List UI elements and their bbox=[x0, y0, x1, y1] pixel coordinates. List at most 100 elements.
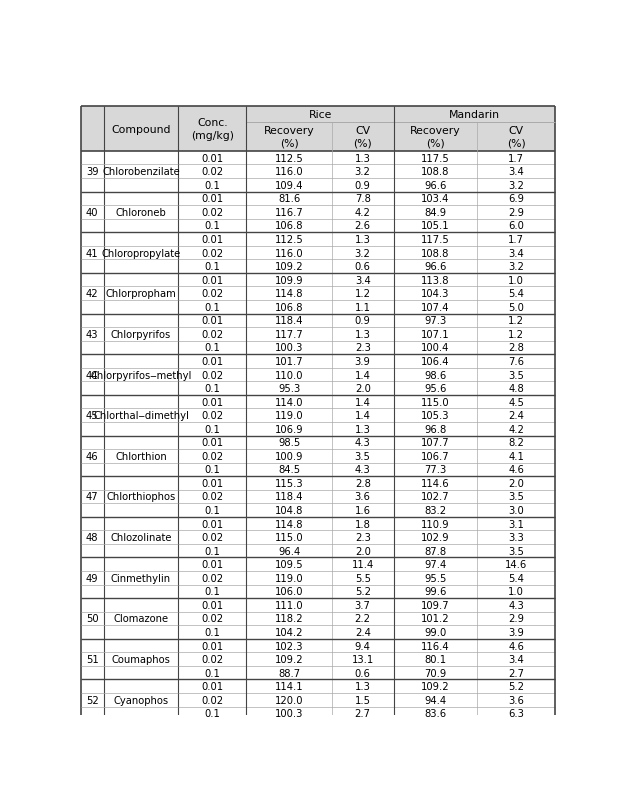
Text: 70.9: 70.9 bbox=[425, 668, 446, 678]
Text: 2.0: 2.0 bbox=[508, 479, 524, 488]
Text: 102.3: 102.3 bbox=[275, 641, 303, 650]
Text: 45: 45 bbox=[86, 410, 99, 421]
Text: 2.6: 2.6 bbox=[355, 221, 371, 231]
Text: 39: 39 bbox=[86, 167, 99, 177]
Text: 0.02: 0.02 bbox=[202, 654, 223, 664]
Text: Chloroneb: Chloroneb bbox=[116, 208, 166, 218]
Text: 0.6: 0.6 bbox=[355, 262, 371, 271]
Text: 118.2: 118.2 bbox=[275, 613, 303, 624]
Text: 94.4: 94.4 bbox=[425, 695, 446, 705]
Text: 96.4: 96.4 bbox=[278, 546, 300, 556]
Text: 98.6: 98.6 bbox=[425, 370, 446, 380]
Text: 112.5: 112.5 bbox=[275, 234, 303, 245]
Text: 115.3: 115.3 bbox=[275, 479, 303, 488]
Text: 0.02: 0.02 bbox=[202, 248, 223, 259]
Text: 114.6: 114.6 bbox=[421, 479, 450, 488]
Text: 4.3: 4.3 bbox=[355, 465, 371, 475]
Bar bbox=[81, 395, 555, 436]
Text: 0.9: 0.9 bbox=[355, 181, 371, 190]
Text: 109.7: 109.7 bbox=[421, 600, 450, 610]
Bar bbox=[81, 314, 555, 355]
Text: 96.6: 96.6 bbox=[424, 262, 447, 271]
Text: 0.02: 0.02 bbox=[202, 573, 223, 583]
Text: Recovery
(%): Recovery (%) bbox=[264, 126, 314, 149]
Text: 109.2: 109.2 bbox=[421, 682, 450, 691]
Text: 83.6: 83.6 bbox=[425, 708, 446, 719]
Text: 42: 42 bbox=[86, 289, 99, 299]
Text: 4.5: 4.5 bbox=[508, 397, 524, 407]
Text: 1.2: 1.2 bbox=[508, 316, 524, 326]
Text: 95.6: 95.6 bbox=[424, 384, 447, 393]
Text: 3.6: 3.6 bbox=[508, 695, 524, 705]
Text: 107.1: 107.1 bbox=[421, 329, 450, 340]
Text: Cyanophos: Cyanophos bbox=[113, 695, 169, 705]
Bar bbox=[81, 517, 555, 558]
Text: 0.01: 0.01 bbox=[202, 682, 223, 691]
Text: 4.6: 4.6 bbox=[508, 465, 524, 475]
Text: 114.8: 114.8 bbox=[275, 519, 303, 529]
Text: 52: 52 bbox=[86, 695, 99, 705]
Text: 109.2: 109.2 bbox=[275, 262, 303, 271]
Text: 0.01: 0.01 bbox=[202, 153, 223, 164]
Text: 0.02: 0.02 bbox=[202, 613, 223, 624]
Bar bbox=[81, 476, 555, 517]
Text: 116.0: 116.0 bbox=[275, 167, 303, 177]
Text: 2.3: 2.3 bbox=[355, 343, 371, 353]
Text: 110.9: 110.9 bbox=[421, 519, 450, 529]
Text: Chlorpyrifos: Chlorpyrifos bbox=[111, 329, 171, 340]
Text: 114.8: 114.8 bbox=[275, 289, 303, 299]
Text: 1.8: 1.8 bbox=[355, 519, 371, 529]
Text: 6.9: 6.9 bbox=[508, 194, 524, 204]
Text: Chloropropylate: Chloropropylate bbox=[102, 248, 180, 259]
Bar bbox=[81, 193, 555, 233]
Text: 95.5: 95.5 bbox=[424, 573, 447, 583]
Text: 108.8: 108.8 bbox=[422, 248, 450, 259]
Text: 0.6: 0.6 bbox=[355, 668, 371, 678]
Text: 84.9: 84.9 bbox=[425, 208, 446, 218]
Text: 2.9: 2.9 bbox=[508, 208, 524, 218]
Text: 0.1: 0.1 bbox=[205, 668, 220, 678]
Bar bbox=[81, 355, 555, 395]
Text: 0.1: 0.1 bbox=[205, 424, 220, 434]
Text: 0.02: 0.02 bbox=[202, 167, 223, 177]
Text: 119.0: 119.0 bbox=[275, 573, 303, 583]
Text: 104.3: 104.3 bbox=[422, 289, 450, 299]
Text: 0.01: 0.01 bbox=[202, 194, 223, 204]
Bar bbox=[81, 123, 555, 152]
Text: 0.01: 0.01 bbox=[202, 275, 223, 285]
Text: 106.4: 106.4 bbox=[422, 357, 450, 366]
Text: 99.6: 99.6 bbox=[424, 587, 447, 597]
Text: 51: 51 bbox=[86, 654, 99, 664]
Text: 84.5: 84.5 bbox=[278, 465, 300, 475]
Text: 110.0: 110.0 bbox=[275, 370, 303, 380]
Text: 4.3: 4.3 bbox=[355, 438, 371, 448]
Text: 1.2: 1.2 bbox=[508, 329, 524, 340]
Text: 0.01: 0.01 bbox=[202, 234, 223, 245]
Bar bbox=[81, 107, 555, 123]
Text: 2.9: 2.9 bbox=[508, 613, 524, 624]
Text: 0.01: 0.01 bbox=[202, 519, 223, 529]
Text: 0.02: 0.02 bbox=[202, 532, 223, 543]
Text: 106.9: 106.9 bbox=[275, 424, 303, 434]
Text: 97.3: 97.3 bbox=[425, 316, 446, 326]
Text: 2.8: 2.8 bbox=[355, 479, 371, 488]
Text: 6.0: 6.0 bbox=[508, 221, 524, 231]
Text: 98.5: 98.5 bbox=[278, 438, 300, 448]
Text: 0.1: 0.1 bbox=[205, 384, 220, 393]
Text: 7.8: 7.8 bbox=[355, 194, 371, 204]
Text: 113.8: 113.8 bbox=[422, 275, 450, 285]
Text: 2.3: 2.3 bbox=[355, 532, 371, 543]
Text: 117.7: 117.7 bbox=[275, 329, 303, 340]
Text: 0.1: 0.1 bbox=[205, 181, 220, 190]
Text: 50: 50 bbox=[86, 613, 99, 624]
Text: 3.5: 3.5 bbox=[508, 546, 524, 556]
Text: 2.8: 2.8 bbox=[508, 343, 524, 353]
Text: 0.02: 0.02 bbox=[202, 410, 223, 421]
Text: 0.01: 0.01 bbox=[202, 438, 223, 448]
Text: 119.0: 119.0 bbox=[275, 410, 303, 421]
Text: 112.5: 112.5 bbox=[275, 153, 303, 164]
Text: 46: 46 bbox=[86, 451, 99, 461]
Text: 9.4: 9.4 bbox=[355, 641, 371, 650]
Text: 3.6: 3.6 bbox=[355, 492, 371, 502]
Text: 0.01: 0.01 bbox=[202, 397, 223, 407]
